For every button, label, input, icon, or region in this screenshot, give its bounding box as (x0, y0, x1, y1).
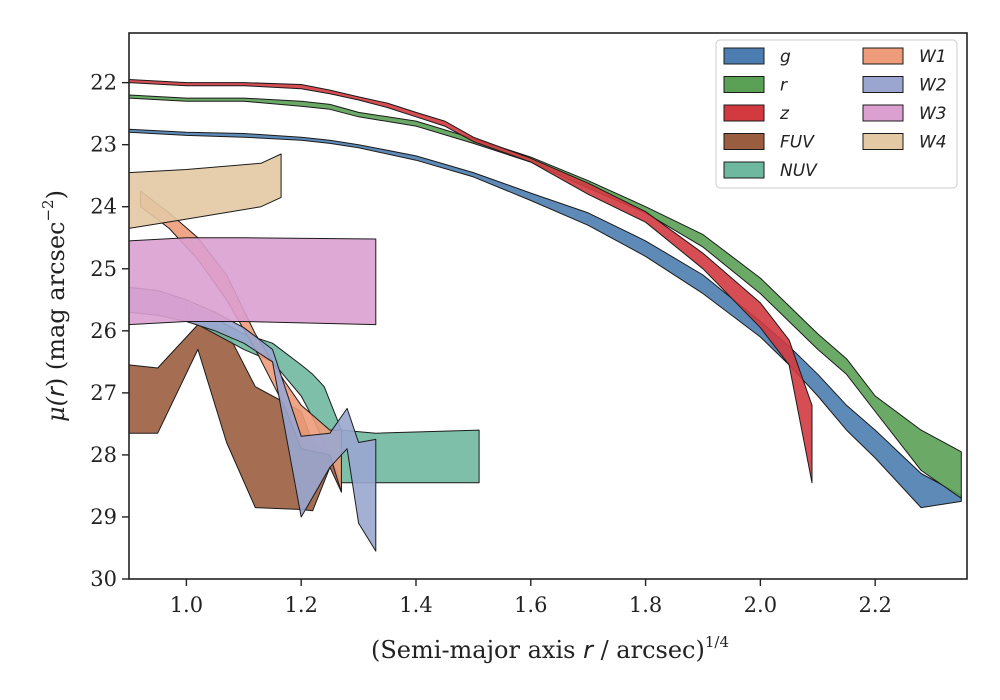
legend-item-w3: W3 (862, 104, 947, 124)
band-g (128, 128, 962, 509)
legend: grz FUV NUV W1 W2 W3 W4 (715, 39, 958, 189)
y-axis-label: μ(r) (mag arcsec−2) (39, 190, 70, 422)
plot-area (128, 79, 962, 552)
legend-label: W3 (919, 104, 947, 124)
y-axis-ticks: 22 23 24 25 26 27 28 29 30 (90, 71, 129, 591)
legend-swatch (862, 104, 904, 122)
band-r (128, 94, 962, 499)
legend-item-fuv: FUV (723, 133, 815, 153)
legend-label: W1 (919, 47, 947, 67)
y-tick-label: 24 (90, 195, 117, 219)
band-w4 (128, 153, 282, 229)
legend-swatch (862, 76, 904, 93)
legend-label: NUV (780, 161, 818, 181)
legend-swatch (723, 161, 765, 179)
x-axis-ticks: 1.0 1.2 1.4 1.6 1.8 2.0 2.2 (170, 579, 892, 617)
y-tick-label: 22 (90, 71, 117, 95)
legend-swatch (862, 47, 904, 65)
band-w2 (128, 286, 377, 552)
legend-swatch (723, 104, 765, 122)
legend-item-r: r (723, 76, 788, 96)
y-tick-label: 29 (90, 505, 117, 529)
y-tick-label: 26 (90, 319, 117, 343)
band-w3 (128, 237, 377, 326)
legend-item-w4: W4 (862, 133, 947, 153)
legend-item-nuv: NUV (723, 161, 818, 181)
x-axis-label: (Semi-major axis r / arcsec)1/4 (371, 633, 729, 664)
band-z (128, 79, 813, 484)
legend-label: g (780, 47, 791, 67)
legend-label: W2 (919, 76, 947, 96)
y-tick-label: 23 (90, 133, 117, 157)
legend-label: W4 (919, 133, 947, 153)
legend-item-g: g (723, 47, 791, 67)
x-tick-label: 2.2 (858, 593, 891, 617)
y-tick-label: 25 (90, 257, 117, 281)
x-tick-label: 2.0 (744, 593, 777, 617)
x-tick-label: 1.4 (399, 593, 432, 617)
axes-frame (128, 32, 968, 580)
x-tick-label: 1.0 (170, 593, 203, 617)
legend-swatch (723, 133, 765, 150)
legend-label: r (780, 76, 788, 96)
legend-item-w2: W2 (862, 76, 947, 96)
legend-label: FUV (780, 133, 815, 153)
legend-swatch (723, 47, 765, 65)
x-tick-label: 1.8 (629, 593, 662, 617)
y-tick-label: 30 (90, 567, 117, 591)
legend-item-w1: W1 (862, 47, 947, 67)
legend-item-z: z (723, 104, 790, 124)
legend-swatch (862, 133, 904, 150)
x-tick-label: 1.2 (284, 593, 317, 617)
legend-label: z (779, 104, 790, 124)
y-tick-label: 28 (90, 443, 117, 467)
x-tick-label: 1.6 (514, 593, 547, 617)
y-tick-label: 27 (90, 381, 117, 405)
legend-swatch (723, 76, 765, 93)
